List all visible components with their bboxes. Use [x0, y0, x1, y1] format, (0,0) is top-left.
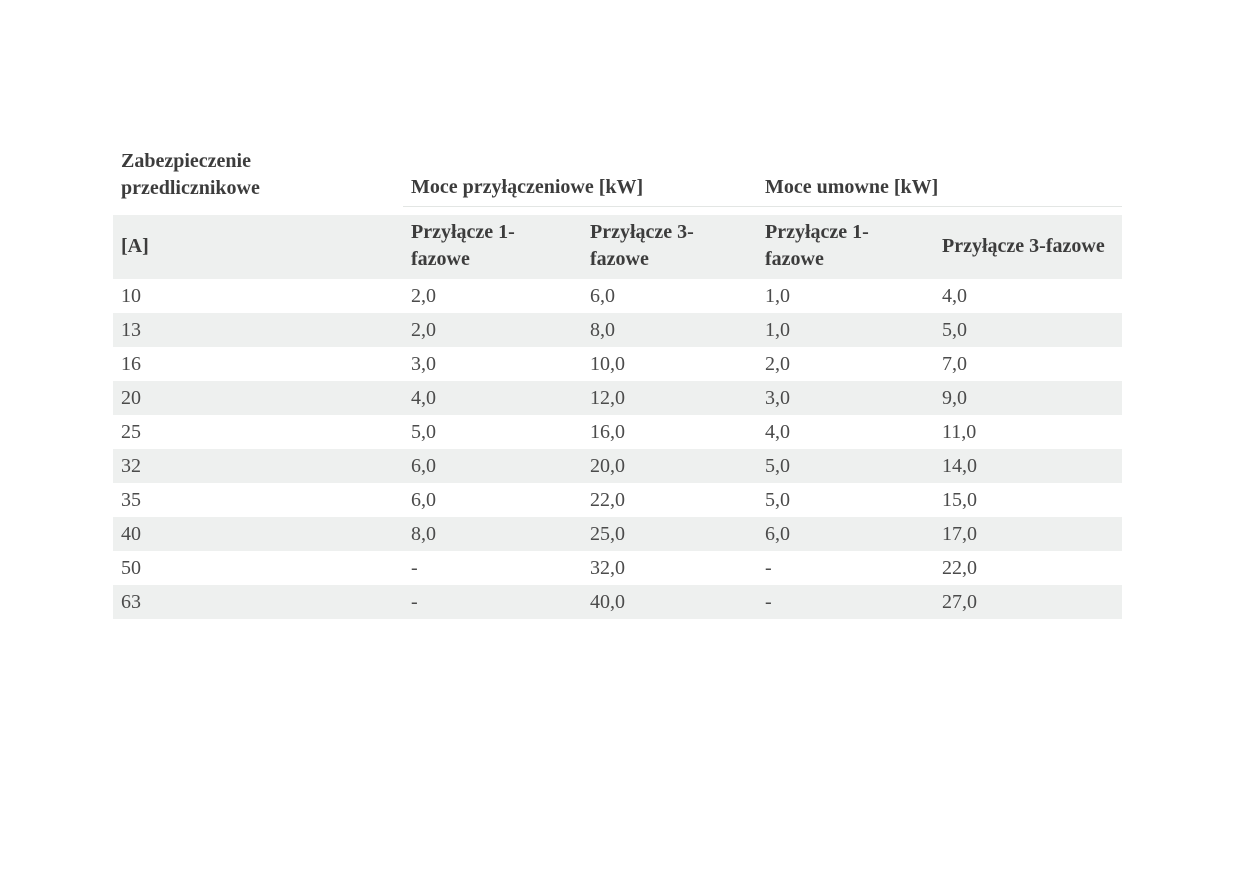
- value-cell: -: [757, 551, 935, 585]
- fuse-rating-cell: 20: [113, 381, 403, 415]
- table-row: 63 - 40,0 - 27,0: [113, 585, 1123, 619]
- group-header-connection-power: Moce przyłączeniowe [kW]: [403, 146, 758, 207]
- value-cell: 15,0: [934, 483, 1123, 517]
- fuse-rating-cell: 13: [113, 313, 403, 347]
- value-cell: 5,0: [757, 483, 935, 517]
- fuse-rating-cell: 25: [113, 415, 403, 449]
- table-row: 13 2,0 8,0 1,0 5,0: [113, 313, 1123, 347]
- value-cell: 32,0: [582, 551, 758, 585]
- value-cell: 2,0: [757, 347, 935, 381]
- value-cell: 3,0: [757, 381, 935, 415]
- value-cell: 1,0: [757, 313, 935, 347]
- value-cell: 16,0: [582, 415, 758, 449]
- value-cell: 8,0: [582, 313, 758, 347]
- table-row: 20 4,0 12,0 3,0 9,0: [113, 381, 1123, 415]
- value-cell: 7,0: [934, 347, 1123, 381]
- table-row: 40 8,0 25,0 6,0 17,0: [113, 517, 1123, 551]
- value-cell: 2,0: [403, 279, 582, 313]
- fuse-rating-cell: 35: [113, 483, 403, 517]
- value-cell: 22,0: [934, 551, 1123, 585]
- value-cell: 6,0: [757, 517, 935, 551]
- value-cell: 27,0: [934, 585, 1123, 619]
- table-row: 25 5,0 16,0 4,0 11,0: [113, 415, 1123, 449]
- table-row: 16 3,0 10,0 2,0 7,0: [113, 347, 1123, 381]
- value-cell: 40,0: [582, 585, 758, 619]
- value-cell: 9,0: [934, 381, 1123, 415]
- value-cell: 4,0: [757, 415, 935, 449]
- group-header-contracted-power: Moce umowne [kW]: [757, 146, 1123, 207]
- fuse-rating-cell: 63: [113, 585, 403, 619]
- value-cell: 2,0: [403, 313, 582, 347]
- value-cell: 14,0: [934, 449, 1123, 483]
- value-cell: 22,0: [582, 483, 758, 517]
- sub-header-row: [A] Przyłącze 1-fazowe Przyłącze 3-fazow…: [113, 207, 1123, 279]
- value-cell: 6,0: [403, 483, 582, 517]
- value-cell: 5,0: [757, 449, 935, 483]
- unit-header-amps: [A]: [113, 207, 403, 279]
- column-header-3phase-contracted: Przyłącze 3-fazowe: [934, 207, 1123, 279]
- group-header-row: Zabezpieczenie przedlicznikowe Moce przy…: [113, 146, 1123, 207]
- value-cell: 11,0: [934, 415, 1123, 449]
- value-cell: 4,0: [403, 381, 582, 415]
- column-header-1phase-connection: Przyłącze 1-fazowe: [403, 207, 582, 279]
- value-cell: 17,0: [934, 517, 1123, 551]
- value-cell: 6,0: [403, 449, 582, 483]
- value-cell: 6,0: [582, 279, 758, 313]
- column-header-1phase-contracted: Przyłącze 1-fazowe: [757, 207, 935, 279]
- table-row: 10 2,0 6,0 1,0 4,0: [113, 279, 1123, 313]
- value-cell: 8,0: [403, 517, 582, 551]
- fuse-rating-cell: 16: [113, 347, 403, 381]
- value-cell: -: [403, 585, 582, 619]
- value-cell: 20,0: [582, 449, 758, 483]
- value-cell: -: [403, 551, 582, 585]
- table-row: 35 6,0 22,0 5,0 15,0: [113, 483, 1123, 517]
- table-row: 32 6,0 20,0 5,0 14,0: [113, 449, 1123, 483]
- value-cell: 10,0: [582, 347, 758, 381]
- table-row: 50 - 32,0 - 22,0: [113, 551, 1123, 585]
- value-cell: -: [757, 585, 935, 619]
- power-connection-table: Zabezpieczenie przedlicznikowe Moce przy…: [113, 146, 1123, 619]
- value-cell: 4,0: [934, 279, 1123, 313]
- value-cell: 12,0: [582, 381, 758, 415]
- fuse-rating-cell: 50: [113, 551, 403, 585]
- value-cell: 5,0: [934, 313, 1123, 347]
- fuse-rating-cell: 32: [113, 449, 403, 483]
- value-cell: 3,0: [403, 347, 582, 381]
- column-header-3phase-connection: Przyłącze 3-fazowe: [582, 207, 758, 279]
- value-cell: 1,0: [757, 279, 935, 313]
- fuse-rating-cell: 40: [113, 517, 403, 551]
- value-cell: 5,0: [403, 415, 582, 449]
- power-connection-table-container: Zabezpieczenie przedlicznikowe Moce przy…: [113, 146, 1123, 619]
- corner-header-fuse-rating: Zabezpieczenie przedlicznikowe: [113, 146, 403, 207]
- fuse-rating-cell: 10: [113, 279, 403, 313]
- value-cell: 25,0: [582, 517, 758, 551]
